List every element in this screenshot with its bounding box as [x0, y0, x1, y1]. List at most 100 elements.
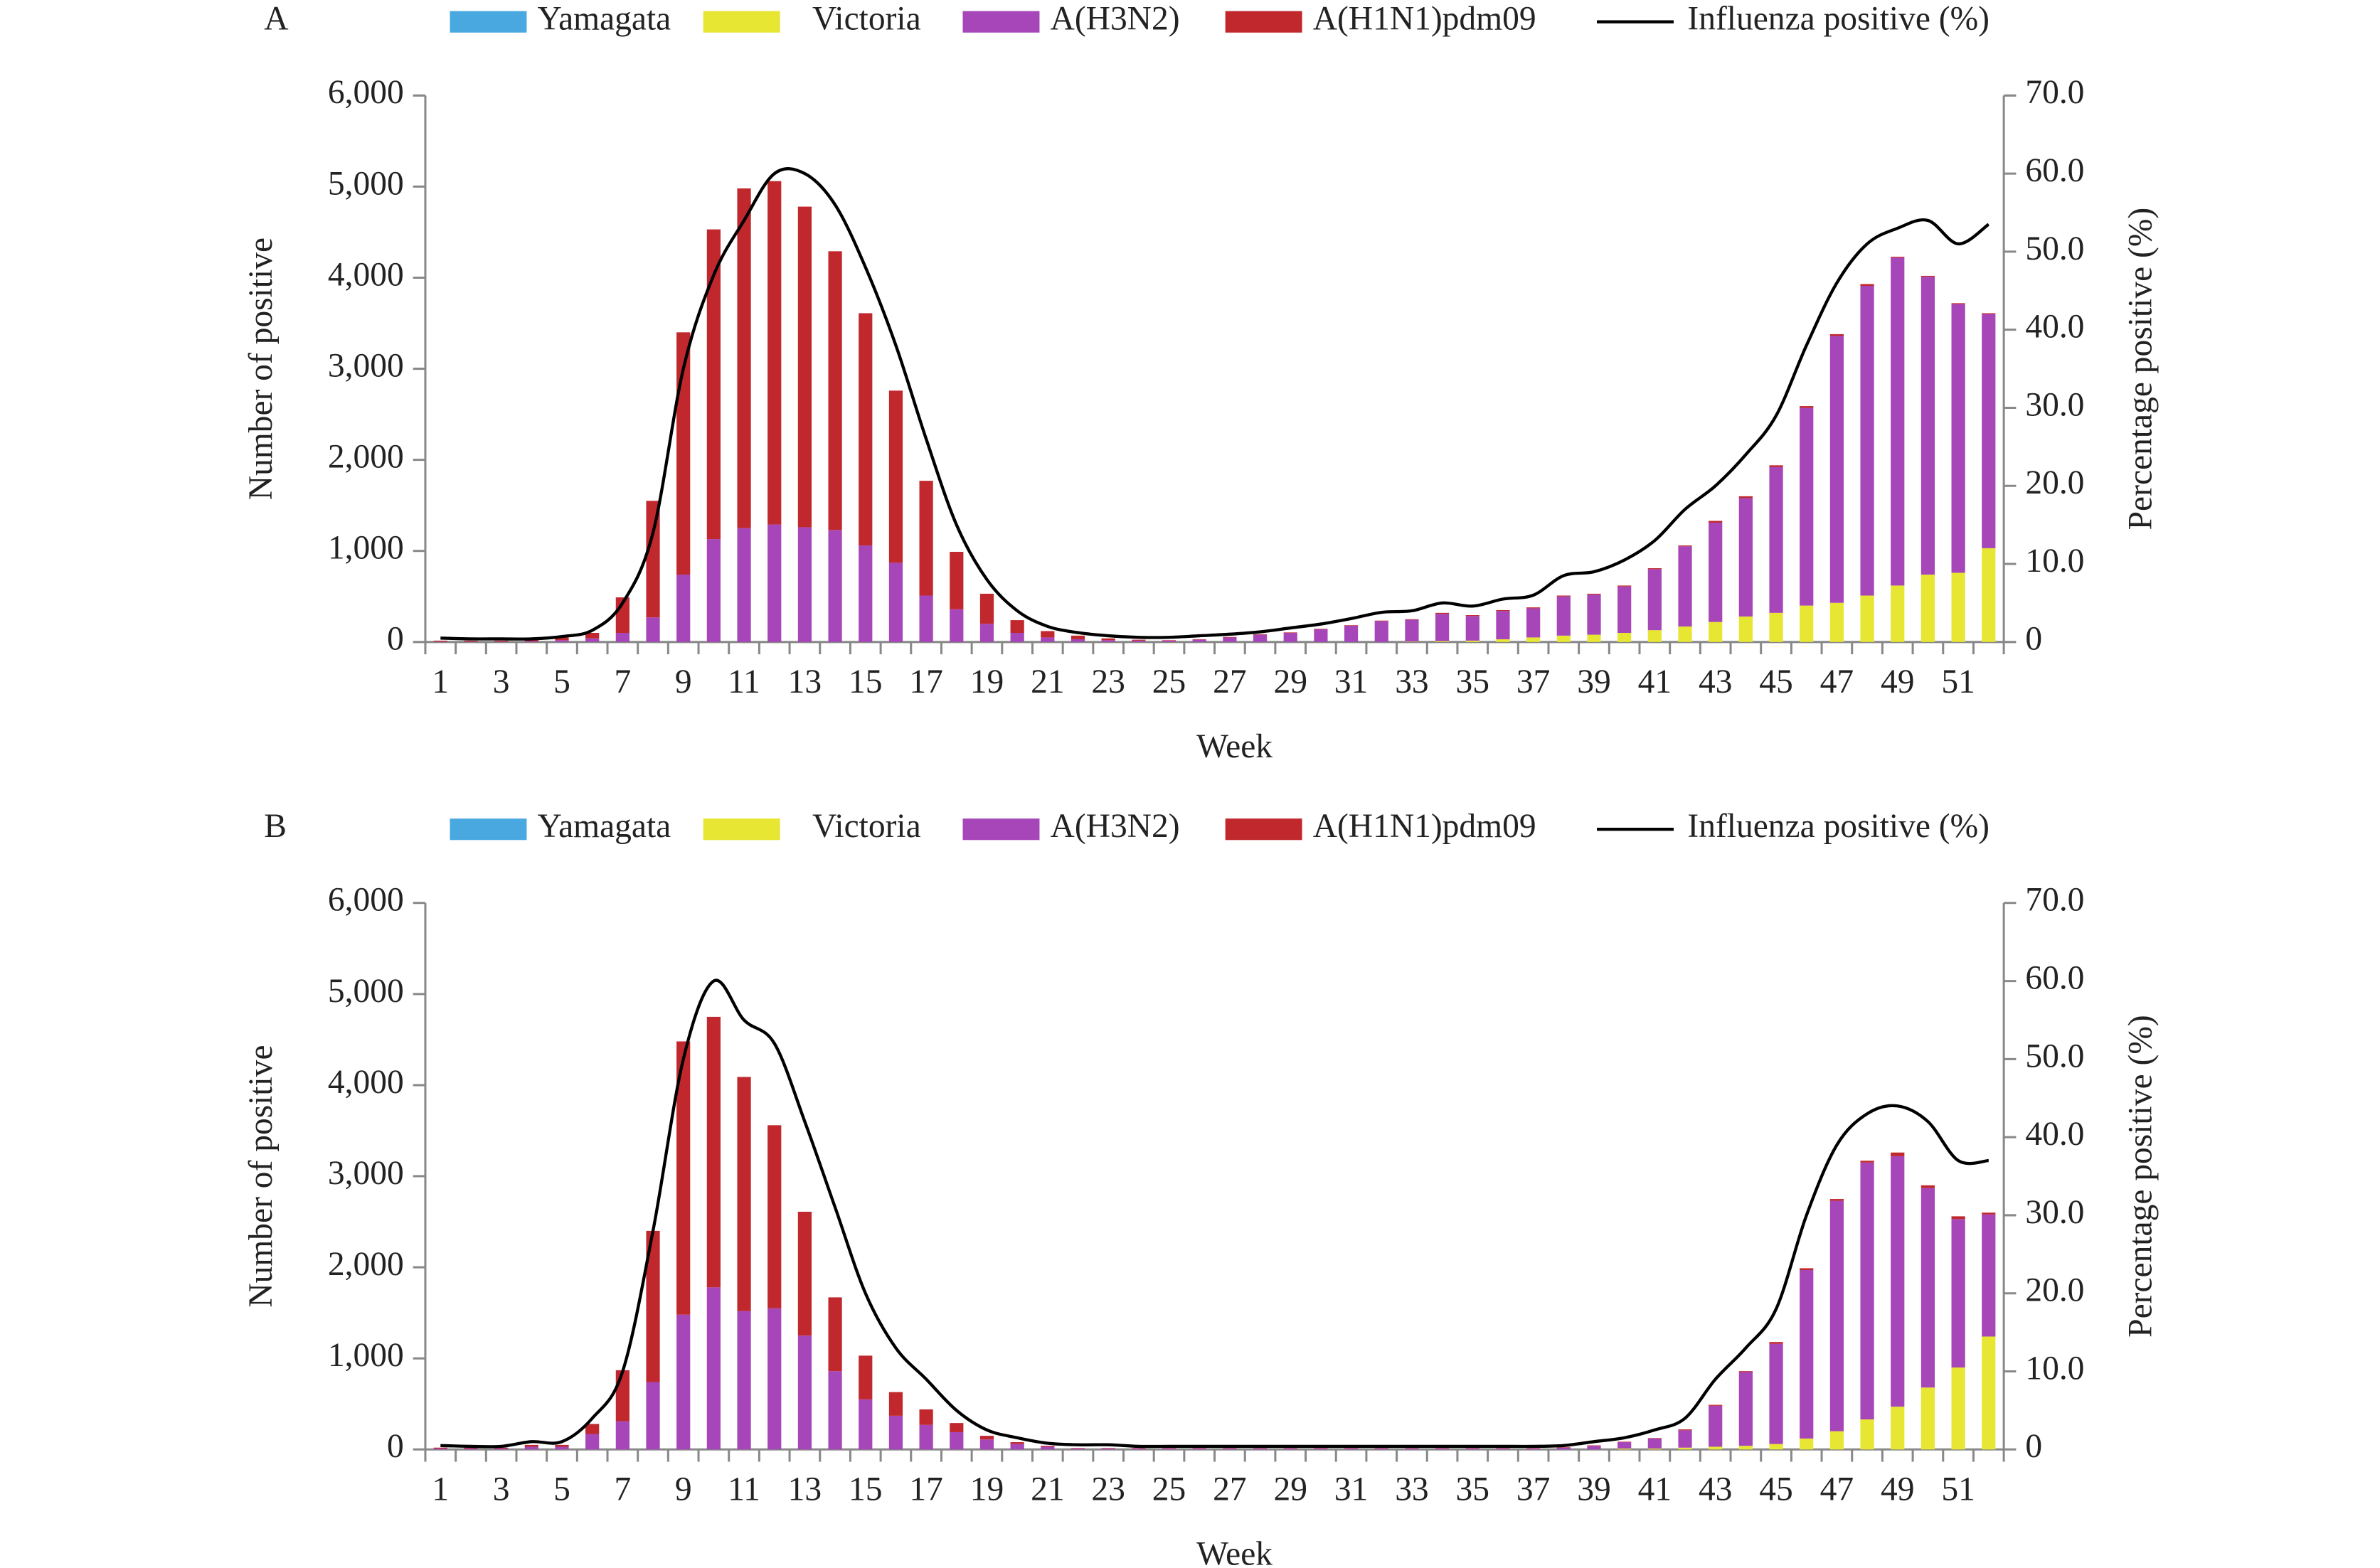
- x-tick-label: 15: [849, 1471, 882, 1508]
- y-tick-label: 5,000: [328, 973, 404, 1010]
- legend-label: A(H1N1)pdm09: [1313, 808, 1536, 845]
- x-tick-label: 39: [1577, 663, 1610, 700]
- bar-segment: [1253, 1448, 1268, 1449]
- bar-segment: [1465, 1448, 1479, 1449]
- bar-segment: [1982, 1336, 1996, 1450]
- x-tick-label: 7: [614, 663, 631, 700]
- bar-segment: [737, 1077, 751, 1311]
- bar-segment: [585, 633, 600, 639]
- bar-segment: [1010, 633, 1024, 642]
- y2-tick-label: 40.0: [2025, 309, 2084, 346]
- y2-tick-label: 60.0: [2025, 152, 2084, 189]
- y2-tick-label: 20.0: [2025, 464, 2084, 501]
- bar-segment: [979, 1436, 994, 1440]
- x-tick-label: 27: [1213, 663, 1246, 700]
- bar-segment: [1800, 407, 1814, 606]
- y-tick-label: 2,000: [328, 1246, 404, 1283]
- bar-segment: [1647, 1438, 1662, 1449]
- bar-segment: [1101, 1448, 1115, 1449]
- bar-segment: [1738, 1372, 1753, 1446]
- x-tick-label: 15: [849, 663, 882, 700]
- bar-segment: [615, 1421, 629, 1450]
- bar-segment: [615, 633, 629, 642]
- bar-segment: [1374, 620, 1388, 622]
- bar-segment: [828, 1297, 842, 1372]
- x-tick-label: 35: [1456, 663, 1489, 700]
- bar-segment: [1891, 1152, 1905, 1156]
- bar-segment: [1374, 1448, 1388, 1449]
- bar-segment: [1253, 634, 1268, 635]
- bar-segment: [979, 593, 994, 624]
- bar-segment: [1132, 1448, 1146, 1449]
- bar-segment: [706, 229, 721, 540]
- bar-segment: [1071, 1448, 1085, 1449]
- x-tick-label: 19: [970, 1471, 1004, 1508]
- bar-segment: [646, 617, 660, 642]
- bar-segment: [859, 1355, 873, 1399]
- legend-label: Influenza positive (%): [1687, 808, 1989, 845]
- line-series: [440, 978, 1989, 1449]
- bar-segment: [1860, 284, 1874, 287]
- bar-segment: [1192, 639, 1206, 640]
- y2-tick-label: 50.0: [2025, 230, 2084, 267]
- bar-segment: [828, 1371, 842, 1450]
- bar-segment: [1829, 334, 1844, 336]
- bar-segment: [1709, 622, 1723, 642]
- bar-segment: [1344, 1448, 1359, 1449]
- bar-segment: [1223, 1448, 1237, 1449]
- bar-segment: [1982, 1214, 1996, 1337]
- bar-segment: [1647, 630, 1662, 642]
- bar-segment: [1223, 636, 1237, 638]
- y-tick-label: 1,000: [328, 530, 404, 567]
- x-tick-label: 17: [909, 1471, 942, 1508]
- bar-segment: [797, 1212, 812, 1336]
- bar-segment: [1435, 1448, 1450, 1449]
- y-tick-label: 6,000: [328, 882, 404, 919]
- y2-tick-label: 70.0: [2025, 882, 2084, 919]
- bar-segment: [555, 637, 569, 641]
- bar-segment: [1829, 602, 1844, 642]
- bar-segment: [888, 390, 903, 563]
- bar-segment: [555, 1444, 569, 1447]
- bar-segment: [433, 641, 447, 642]
- bar-segment: [676, 575, 691, 642]
- x-tick-label: 9: [675, 663, 692, 700]
- bar-segment: [1132, 639, 1146, 641]
- bar-segment: [1617, 1441, 1632, 1443]
- bar-segment: [767, 1125, 782, 1308]
- bar-segment: [1041, 637, 1055, 642]
- x-tick-label: 21: [1031, 663, 1064, 700]
- bar-segment: [797, 527, 812, 642]
- y-tick-label: 0: [387, 1428, 404, 1465]
- bar-segment: [706, 1016, 721, 1288]
- bar-segment: [1982, 314, 1996, 548]
- y2-tick-label: 0: [2025, 1428, 2042, 1465]
- bar-segment: [1829, 1431, 1844, 1450]
- x-tick-label: 21: [1031, 1471, 1064, 1508]
- bar-segment: [1738, 616, 1753, 642]
- bar-segment: [1709, 523, 1723, 622]
- bar-segment: [706, 1287, 721, 1450]
- bar-segment: [1192, 1448, 1206, 1449]
- legend-label: A(H3N2): [1051, 1, 1180, 38]
- bar-segment: [555, 1446, 569, 1450]
- bar-segment: [1860, 1161, 1874, 1163]
- bar-segment: [1405, 619, 1419, 620]
- y2-tick-label: 20.0: [2025, 1272, 2084, 1309]
- bar-segment: [979, 624, 994, 642]
- y-axis-label: Number of positive: [243, 1045, 280, 1307]
- x-tick-label: 31: [1334, 1471, 1368, 1508]
- x-axis-label: Week: [1196, 728, 1273, 765]
- y-tick-label: 3,000: [328, 347, 404, 384]
- bar-segment: [1101, 640, 1115, 642]
- bar-segment: [1010, 1444, 1024, 1450]
- bar-segment: [1860, 595, 1874, 642]
- x-tick-label: 25: [1152, 1471, 1186, 1508]
- legend-swatch: [703, 11, 780, 33]
- bar-segment: [1769, 1342, 1783, 1344]
- bar-segment: [797, 206, 812, 528]
- bar-segment: [737, 1311, 751, 1450]
- bar-segment: [950, 1431, 964, 1450]
- bar-segment: [1587, 1446, 1601, 1450]
